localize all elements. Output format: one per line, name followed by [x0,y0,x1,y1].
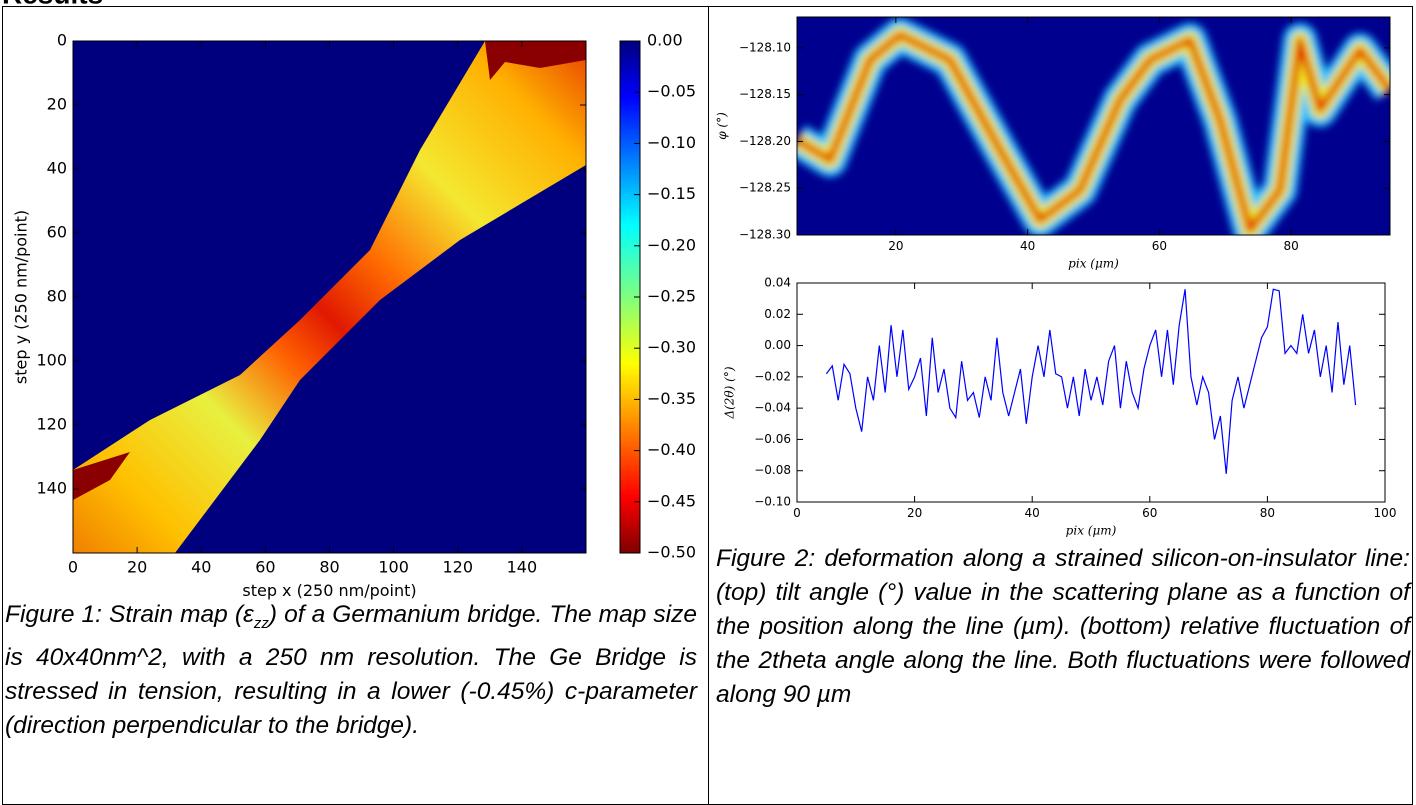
y-tick-label: 40 [47,159,67,178]
y-tick-label: 60 [47,223,67,242]
colorbar-tick-label: −0.35 [647,389,696,408]
y-tick-label: −128.30 [739,228,791,242]
caption-text: Figure 1: Strain map (ε [5,601,254,628]
x-tick-label: 20 [127,558,147,577]
figure-1-caption: Figure 1: Strain map (εzz) of a Germaniu… [5,598,697,743]
caption-text: ) of a Germanium bridge. The map size is… [5,601,697,739]
colorbar-tick-label: −0.05 [647,82,696,101]
y-tick-label: 0.00 [764,338,791,352]
colorbar-tick-label: −0.45 [647,491,696,510]
x-axis-label: pix (μm) [1066,523,1117,537]
x-tick-label: 80 [1284,239,1299,253]
caption-text: Figure 2: deformation along a strained s… [716,545,1410,708]
axes-frame [796,282,1386,503]
x-axis-label: step x (250 nm/point) [242,581,416,600]
y-tick-label: 80 [47,287,67,306]
x-tick-label: 60 [1142,506,1157,520]
axes-frame [796,16,1391,236]
colorbar-tick-label: −0.30 [647,338,696,357]
x-tick-label: 60 [1152,239,1167,253]
y-tick-label: 140 [36,479,67,498]
y-tick-label: 120 [36,415,67,434]
x-tick-label: 100 [1374,506,1397,520]
y-axis-label: φ (°) [715,112,729,140]
x-tick-label: 80 [319,558,339,577]
figure-2-caption: Figure 2: deformation along a strained s… [716,542,1410,712]
y-tick-label: −128.25 [739,181,791,195]
x-tick-label: 0 [68,558,78,577]
caption-subscript: zz [253,614,269,632]
data-line [825,288,1357,474]
x-tick-label: 40 [1025,506,1040,520]
y-axis-label: Δ(2θ) (°) [722,366,736,419]
heading: Results [2,0,103,9]
y-tick-label: −0.10 [754,495,791,509]
y-tick-label: 0.02 [764,307,791,321]
x-tick-label: 0 [793,506,801,520]
x-tick-label: 80 [1260,506,1275,520]
y-axis-label: step y (250 nm/point) [11,210,30,384]
x-tick-label: 100 [378,558,409,577]
x-tick-label: 20 [907,506,922,520]
y-tick-label: −128.15 [739,87,791,101]
x-tick-label: 120 [442,558,473,577]
y-tick-label: 0.04 [764,276,791,290]
x-tick-label: 140 [507,558,538,577]
y-tick-label: −0.04 [754,401,791,415]
axes-frame [72,40,587,554]
y-tick-label: −0.08 [754,463,791,477]
y-tick-label: −0.06 [754,432,791,446]
y-tick-label: 100 [36,351,67,370]
y-tick-label: −0.02 [754,369,791,383]
y-tick-label: 20 [47,95,67,114]
colorbar-tick-label: −0.25 [647,287,696,306]
y-tick-label: −128.20 [739,134,791,148]
x-tick-label: 60 [255,558,275,577]
colorbar-tick-label: −0.40 [647,440,696,459]
x-tick-label: 20 [888,239,903,253]
x-tick-label: 40 [1020,239,1035,253]
colorbar-tick-label: −0.50 [647,543,696,562]
y-tick-label: 0 [57,31,67,50]
strain-map-image [73,41,586,553]
colorbar-tick-label: −0.20 [647,235,696,254]
y-tick-label: −128.10 [739,40,791,54]
colorbar-tick-label: −0.10 [647,133,696,152]
colorbar-tick-label: −0.15 [647,184,696,203]
colorbar-tick-label: 0.00 [647,31,683,50]
x-tick-label: 40 [191,558,211,577]
tilt-map-image [797,17,1390,235]
x-axis-label: pix (μm) [1068,256,1119,270]
